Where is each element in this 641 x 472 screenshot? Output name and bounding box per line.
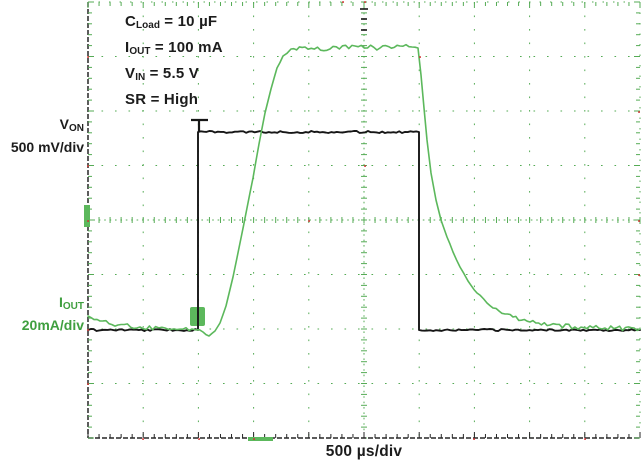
iout-scale: 20mA/div [21, 317, 84, 333]
x-axis-label: 500 µs/div [325, 443, 403, 460]
condition-line: CLoad = 10 µF [125, 13, 218, 31]
von-scale: 500 mV/div [10, 139, 84, 155]
bottom-edge-marker [248, 437, 273, 441]
iout-axis-label: IOUT 20mA/div [0, 293, 84, 335]
trace-v_on [87, 130, 641, 332]
condition-line: IOUT = 100 mA [125, 39, 223, 57]
condition-line: SR = High [125, 91, 199, 108]
condition-line: VIN = 5.5 V [125, 65, 199, 83]
von-label: VON [59, 116, 84, 134]
left-edge-marker [84, 205, 90, 227]
trace-i_out [87, 43, 641, 337]
iout-label: IOUT [59, 294, 84, 312]
test-conditions: CLoad = 10 µF IOUT = 100 mA VIN = 5.5 V … [125, 11, 223, 115]
von-axis-label: VON 500 mV/div [0, 115, 84, 157]
